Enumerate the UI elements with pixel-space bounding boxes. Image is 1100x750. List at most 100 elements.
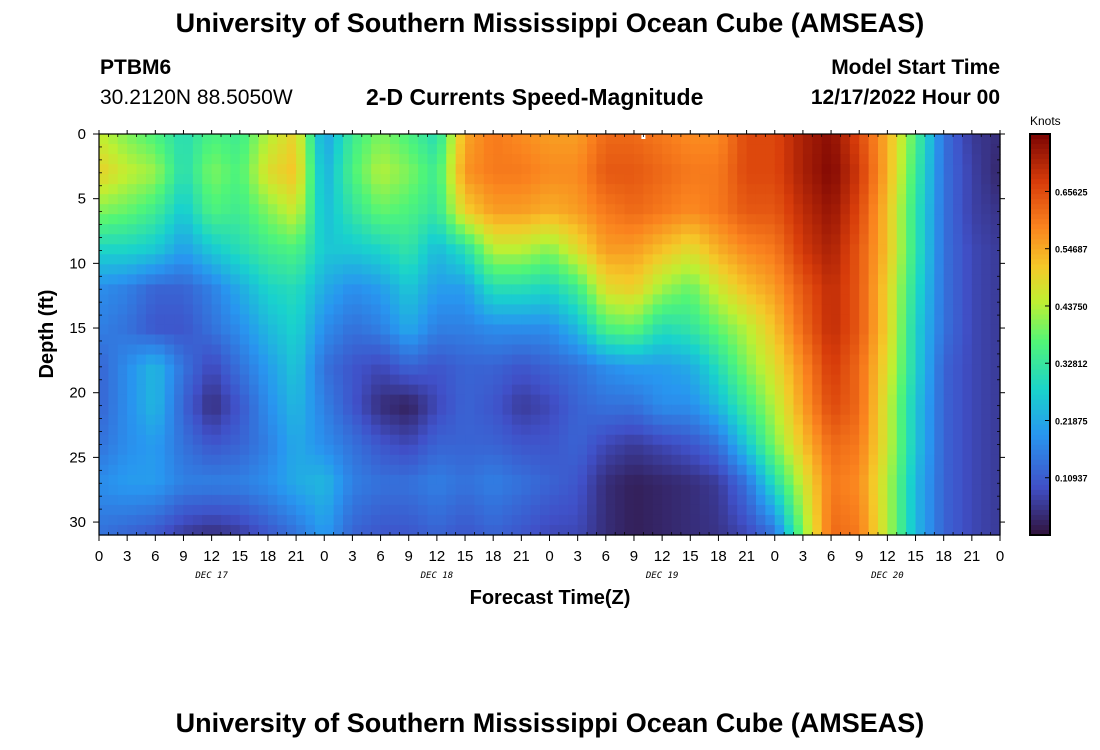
heatmap-cell	[793, 414, 804, 426]
heatmap-cell	[633, 444, 644, 456]
heatmap-cell	[568, 454, 579, 466]
heatmap-cell	[136, 374, 147, 386]
heatmap-cell	[277, 184, 288, 195]
heatmap-cell	[746, 174, 757, 185]
heatmap-cell	[587, 184, 598, 195]
heatmap-cell	[418, 334, 429, 346]
heatmap-cell	[286, 334, 297, 346]
heatmap-cell	[371, 264, 382, 275]
heatmap-cell	[314, 184, 325, 195]
colorbar-swatch	[1030, 249, 1050, 255]
heatmap-cell	[324, 174, 335, 185]
heatmap-cell	[108, 474, 119, 486]
heatmap-cell	[662, 494, 673, 506]
heatmap-cell	[793, 394, 804, 406]
heatmap-cell	[446, 514, 457, 526]
heatmap-cell	[136, 344, 147, 356]
heatmap-cell	[399, 234, 410, 245]
heatmap-cell	[906, 364, 917, 376]
heatmap-cell	[117, 364, 128, 376]
heatmap-cell	[361, 384, 372, 396]
heatmap-cell	[221, 464, 231, 476]
x-tick-label: 15	[682, 548, 699, 565]
heatmap-cell	[943, 314, 954, 326]
heatmap-cell	[746, 404, 757, 416]
heatmap-cell	[127, 494, 138, 506]
heatmap-cell	[568, 214, 579, 225]
heatmap-cell	[399, 174, 410, 185]
heatmap-cell	[633, 474, 644, 486]
heatmap-cell	[277, 304, 288, 316]
heatmap-cell	[699, 224, 710, 235]
heatmap-cell	[671, 214, 682, 225]
heatmap-cell	[624, 144, 635, 155]
heatmap-cell	[971, 404, 982, 416]
colorbar-swatch	[1030, 389, 1050, 396]
heatmap-cell	[877, 424, 888, 436]
heatmap-cell	[633, 184, 644, 195]
heatmap-cell	[924, 444, 935, 456]
heatmap-cell	[746, 144, 757, 155]
heatmap-cell	[662, 434, 673, 446]
heatmap-cell	[521, 234, 532, 245]
heatmap-cell	[755, 194, 766, 205]
heatmap-cell	[680, 244, 691, 255]
heatmap-cell	[990, 304, 1001, 316]
heatmap-cell	[427, 264, 438, 275]
heatmap-cell	[540, 254, 551, 265]
heatmap-cell	[174, 334, 185, 346]
heatmap-cell	[793, 434, 804, 446]
heatmap-cell	[943, 284, 954, 295]
heatmap-cell	[343, 234, 354, 245]
heatmap-cell	[887, 304, 898, 316]
model-start-value: 12/17/2022 Hour 00	[810, 86, 1000, 109]
heatmap-cell	[727, 254, 738, 265]
heatmap-cell	[333, 314, 344, 326]
heatmap-cell	[371, 354, 382, 366]
heatmap-cell	[652, 274, 663, 285]
heatmap-cell	[652, 464, 663, 476]
heatmap-cell	[568, 224, 579, 235]
heatmap-cell	[164, 334, 175, 346]
heatmap-cell	[802, 514, 813, 526]
heatmap-cell	[305, 154, 316, 165]
heatmap-cell	[727, 404, 738, 416]
heatmap-cell	[108, 494, 119, 506]
heatmap-cell	[474, 364, 485, 376]
heatmap-cell	[117, 374, 128, 386]
heatmap-cell	[831, 224, 842, 235]
heatmap-cell	[502, 384, 513, 396]
heatmap-cell	[812, 394, 823, 406]
heatmap-cell	[718, 154, 729, 165]
heatmap-cell	[230, 344, 241, 356]
heatmap-cell	[793, 454, 804, 466]
heatmap-cell	[465, 444, 476, 456]
heatmap-cell	[709, 444, 720, 456]
heatmap-cell	[943, 394, 954, 406]
heatmap-cell	[333, 184, 344, 195]
heatmap-cell	[465, 344, 476, 356]
heatmap-cell	[286, 134, 297, 145]
heatmap-cell	[934, 214, 945, 225]
heatmap-cell	[981, 504, 992, 516]
heatmap-cell	[418, 164, 429, 175]
heatmap-cell	[605, 214, 616, 225]
heatmap-cell	[230, 224, 241, 235]
heatmap-cell	[765, 514, 776, 526]
heatmap-cell	[408, 524, 419, 536]
heatmap-cell	[314, 204, 325, 215]
colorbar-swatch	[1030, 399, 1050, 406]
heatmap-cell	[915, 254, 926, 265]
heatmap-cell	[540, 334, 551, 346]
heatmap-cell	[483, 154, 494, 165]
heatmap-cell	[221, 414, 231, 426]
heatmap-cell	[774, 434, 785, 446]
heatmap-cell	[671, 204, 682, 215]
heatmap-cell	[127, 424, 138, 436]
heatmap-cell	[155, 294, 166, 306]
heatmap-cell	[802, 194, 813, 205]
heatmap-cell	[765, 374, 776, 386]
heatmap-cell	[605, 274, 616, 285]
heatmap-cell	[314, 354, 325, 366]
heatmap-cell	[174, 184, 185, 195]
